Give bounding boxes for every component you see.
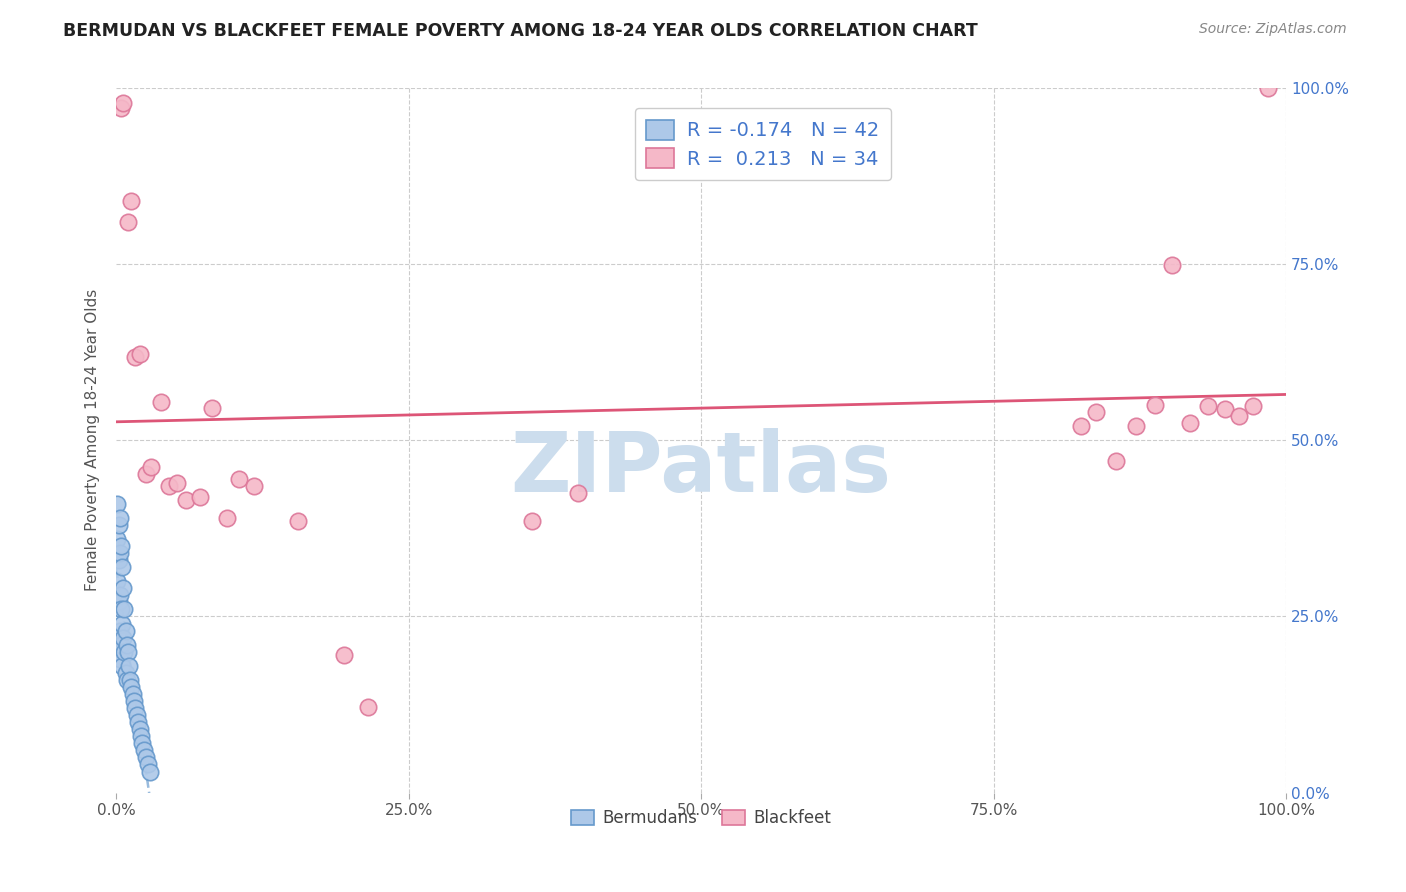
Point — [121, 194, 143, 208]
Point — [139, 764, 162, 779]
Point — [1070, 419, 1092, 434]
Point — [112, 582, 135, 596]
Legend: Bermudans, Blackfeet: Bermudans, Blackfeet — [564, 802, 838, 834]
Y-axis label: Female Poverty Among 18-24 Year Olds: Female Poverty Among 18-24 Year Olds — [86, 289, 100, 591]
Point — [122, 694, 145, 708]
Point — [108, 624, 131, 638]
Point — [134, 750, 156, 764]
Point — [1105, 454, 1128, 468]
Point — [141, 460, 163, 475]
Point — [118, 658, 141, 673]
Point — [124, 701, 146, 715]
Point — [117, 645, 139, 659]
Point — [176, 493, 198, 508]
Point — [128, 715, 150, 730]
Point — [111, 560, 134, 574]
Point — [110, 602, 132, 616]
Point — [108, 588, 131, 602]
Point — [166, 475, 188, 490]
Point — [520, 514, 543, 528]
Point — [107, 553, 129, 567]
Point — [107, 497, 129, 511]
Point — [121, 680, 143, 694]
Point — [190, 490, 212, 504]
Point — [110, 101, 132, 115]
Text: BERMUDAN VS BLACKFEET FEMALE POVERTY AMONG 18-24 YEAR OLDS CORRELATION CHART: BERMUDAN VS BLACKFEET FEMALE POVERTY AMO… — [63, 22, 979, 40]
Point — [1178, 416, 1201, 430]
Point — [128, 347, 150, 361]
Point — [129, 729, 152, 743]
Point — [201, 401, 224, 415]
Point — [1085, 405, 1108, 419]
Point — [149, 394, 172, 409]
Point — [108, 510, 131, 524]
Point — [228, 472, 250, 486]
Point — [1197, 400, 1219, 414]
Point — [111, 658, 134, 673]
Point — [1227, 409, 1250, 423]
Point — [107, 574, 129, 589]
Point — [114, 645, 136, 659]
Point — [1125, 419, 1147, 434]
Point — [114, 665, 136, 680]
Point — [124, 350, 146, 364]
Point — [115, 673, 138, 687]
Point — [120, 673, 142, 687]
Point — [110, 539, 132, 553]
Text: ZIPatlas: ZIPatlas — [510, 428, 891, 509]
Point — [110, 638, 132, 652]
Point — [114, 624, 136, 638]
Point — [567, 486, 589, 500]
Point — [107, 595, 129, 609]
Point — [128, 723, 150, 737]
Point — [357, 699, 380, 714]
Point — [107, 517, 129, 532]
Point — [136, 757, 159, 772]
Point — [134, 467, 156, 482]
Point — [1143, 398, 1166, 412]
Point — [108, 652, 131, 666]
Point — [107, 631, 129, 645]
Point — [243, 479, 266, 493]
Text: Source: ZipAtlas.com: Source: ZipAtlas.com — [1199, 22, 1347, 37]
Point — [121, 687, 143, 701]
Point — [1161, 259, 1184, 273]
Point — [1241, 400, 1264, 414]
Point — [287, 514, 309, 528]
Point — [114, 602, 136, 616]
Point — [112, 96, 135, 111]
Point — [134, 743, 156, 757]
Point — [112, 631, 135, 645]
Point — [157, 479, 180, 493]
Point — [333, 648, 356, 663]
Point — [131, 736, 153, 750]
Point — [111, 616, 134, 631]
Point — [107, 532, 129, 546]
Point — [115, 638, 138, 652]
Point — [117, 215, 139, 229]
Point — [1213, 401, 1236, 416]
Point — [217, 510, 239, 524]
Point — [1257, 81, 1279, 95]
Point — [127, 708, 149, 723]
Point — [108, 546, 131, 560]
